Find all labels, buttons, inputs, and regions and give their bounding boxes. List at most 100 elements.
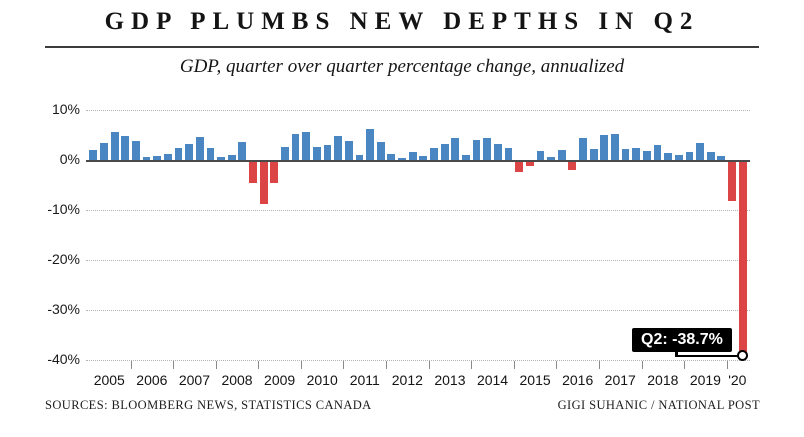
y-axis-label-10pct: 10% — [51, 100, 80, 117]
x-axis-label-2009: 2009 — [264, 372, 296, 388]
x-axis-tick — [215, 361, 217, 369]
x-axis-tick — [726, 361, 728, 369]
y-axis-label--30pct: -30% — [47, 300, 80, 317]
bar-2018-q4 — [674, 154, 683, 160]
bar-2017-q3 — [621, 149, 630, 160]
x-axis-tick — [173, 361, 175, 369]
bar-2008-q1 — [217, 157, 225, 160]
bar-2014-q4 — [504, 148, 513, 160]
leader-horizontal-segment — [675, 354, 743, 357]
bar-2016-q2 — [568, 161, 577, 170]
bar-2005-q3 — [110, 131, 119, 160]
bar-2017-q1 — [600, 134, 609, 160]
y-axis-label-0pct: 0% — [59, 150, 80, 167]
bar-2016-q4 — [589, 149, 598, 160]
bar-2010-q4 — [334, 135, 343, 160]
bar-2011-q4 — [376, 142, 385, 160]
bar-2019-q1 — [685, 152, 694, 160]
author-credit: GIGI SUHANIC / NATIONAL POST — [557, 398, 760, 412]
x-axis-tick — [130, 361, 132, 369]
q2-annotation-label: Q2: -38.7% — [632, 328, 732, 352]
bar-2014-q2 — [483, 138, 492, 160]
bar-2006-q3 — [153, 155, 162, 160]
leader-vertical-segment — [675, 351, 678, 357]
bar-2011-q1 — [344, 141, 353, 160]
bar-2018-q1 — [642, 150, 651, 160]
y-axis-label--20pct: -20% — [47, 250, 80, 267]
gridline--30pct — [86, 309, 750, 311]
bar-2013-q4 — [462, 154, 470, 160]
bar-2009-q1 — [259, 161, 268, 204]
bar-2012-q3 — [408, 152, 417, 160]
bar-2011-q2 — [355, 154, 364, 160]
title-divider-line — [45, 46, 759, 48]
gridline--20pct — [86, 259, 750, 261]
x-axis-tick — [556, 361, 558, 369]
gridline--10pct — [86, 209, 750, 211]
bar-2017-q2 — [611, 133, 619, 160]
bar-2007-q3 — [195, 137, 204, 160]
zero-axis-line — [86, 159, 750, 162]
x-axis-label-2010: 2010 — [306, 372, 338, 388]
x-axis-label-2015: 2015 — [519, 372, 551, 388]
bar-2010-q1 — [302, 132, 311, 160]
bar-2009-q3 — [281, 147, 289, 160]
bar-2005-q1 — [89, 149, 98, 160]
x-axis-label-2019: 2019 — [689, 372, 721, 388]
x-axis-label-2008: 2008 — [221, 372, 253, 388]
x-axis-tick — [300, 361, 302, 369]
bar-2017-q4 — [632, 148, 641, 160]
bar-2012-q2 — [398, 158, 406, 160]
x-axis-tick — [428, 361, 430, 369]
bar-2008-q3 — [238, 142, 247, 160]
bar-2006-q2 — [142, 157, 151, 160]
x-axis-tick — [386, 361, 388, 369]
bar-2020-q1 — [728, 161, 736, 201]
sources-credit: SOURCES: BLOOMBERG NEWS, STATISTICS CANA… — [45, 398, 372, 412]
x-axis-label-2018: 2018 — [647, 372, 679, 388]
bar-2010-q3 — [323, 144, 332, 160]
x-axis-label-2006: 2006 — [136, 372, 168, 388]
x-axis-label-2014: 2014 — [476, 372, 509, 388]
bar-2009-q2 — [270, 161, 279, 183]
bar-2018-q3 — [664, 153, 673, 160]
x-axis-label-2011: 2011 — [349, 372, 380, 388]
bar-2006-q1 — [132, 140, 140, 160]
bar-2012-q4 — [419, 155, 428, 160]
chart-title: GDP PLUMBS NEW DEPTHS IN Q2 — [104, 8, 700, 35]
bar-2005-q2 — [100, 143, 108, 160]
bar-2010-q2 — [312, 147, 321, 160]
bar-2015-q3 — [536, 151, 545, 160]
y-axis-label--10pct: -10% — [47, 200, 80, 217]
bar-2007-q4 — [206, 148, 215, 160]
gridline--40pct — [86, 359, 750, 361]
bar-2013-q3 — [451, 138, 460, 160]
bar-2013-q2 — [440, 143, 449, 160]
bar-2019-q3 — [706, 152, 715, 160]
bar-2015-q4 — [547, 157, 555, 160]
x-axis-tick — [513, 361, 515, 369]
bar-2019-q2 — [696, 143, 704, 160]
bar-2014-q3 — [493, 143, 502, 160]
chart-subtitle: GDP, quarter over quarter percentage cha… — [179, 56, 625, 77]
bar-2015-q1 — [515, 161, 524, 172]
bar-2019-q4 — [717, 155, 726, 160]
x-axis-tick — [684, 361, 686, 369]
bar-2015-q2 — [525, 161, 534, 166]
bar-2006-q4 — [163, 153, 172, 160]
x-axis-tick — [258, 361, 260, 369]
x-axis-label-2007: 2007 — [178, 372, 211, 388]
y-axis-label--40pct: -40% — [47, 350, 80, 367]
bar-2012-q1 — [387, 153, 396, 160]
x-axis-tick — [343, 361, 345, 369]
bar-2007-q1 — [174, 147, 183, 160]
bar-2020-q2 — [738, 161, 747, 353]
x-axis-tick — [641, 361, 643, 369]
bar-tip-circle-marker — [737, 350, 749, 361]
x-axis-label-2012: 2012 — [391, 372, 423, 388]
bar-2014-q1 — [472, 140, 481, 160]
bar-2009-q4 — [291, 133, 300, 160]
x-axis-label-2017: 2017 — [604, 372, 636, 388]
bar-2008-q4 — [249, 161, 257, 183]
